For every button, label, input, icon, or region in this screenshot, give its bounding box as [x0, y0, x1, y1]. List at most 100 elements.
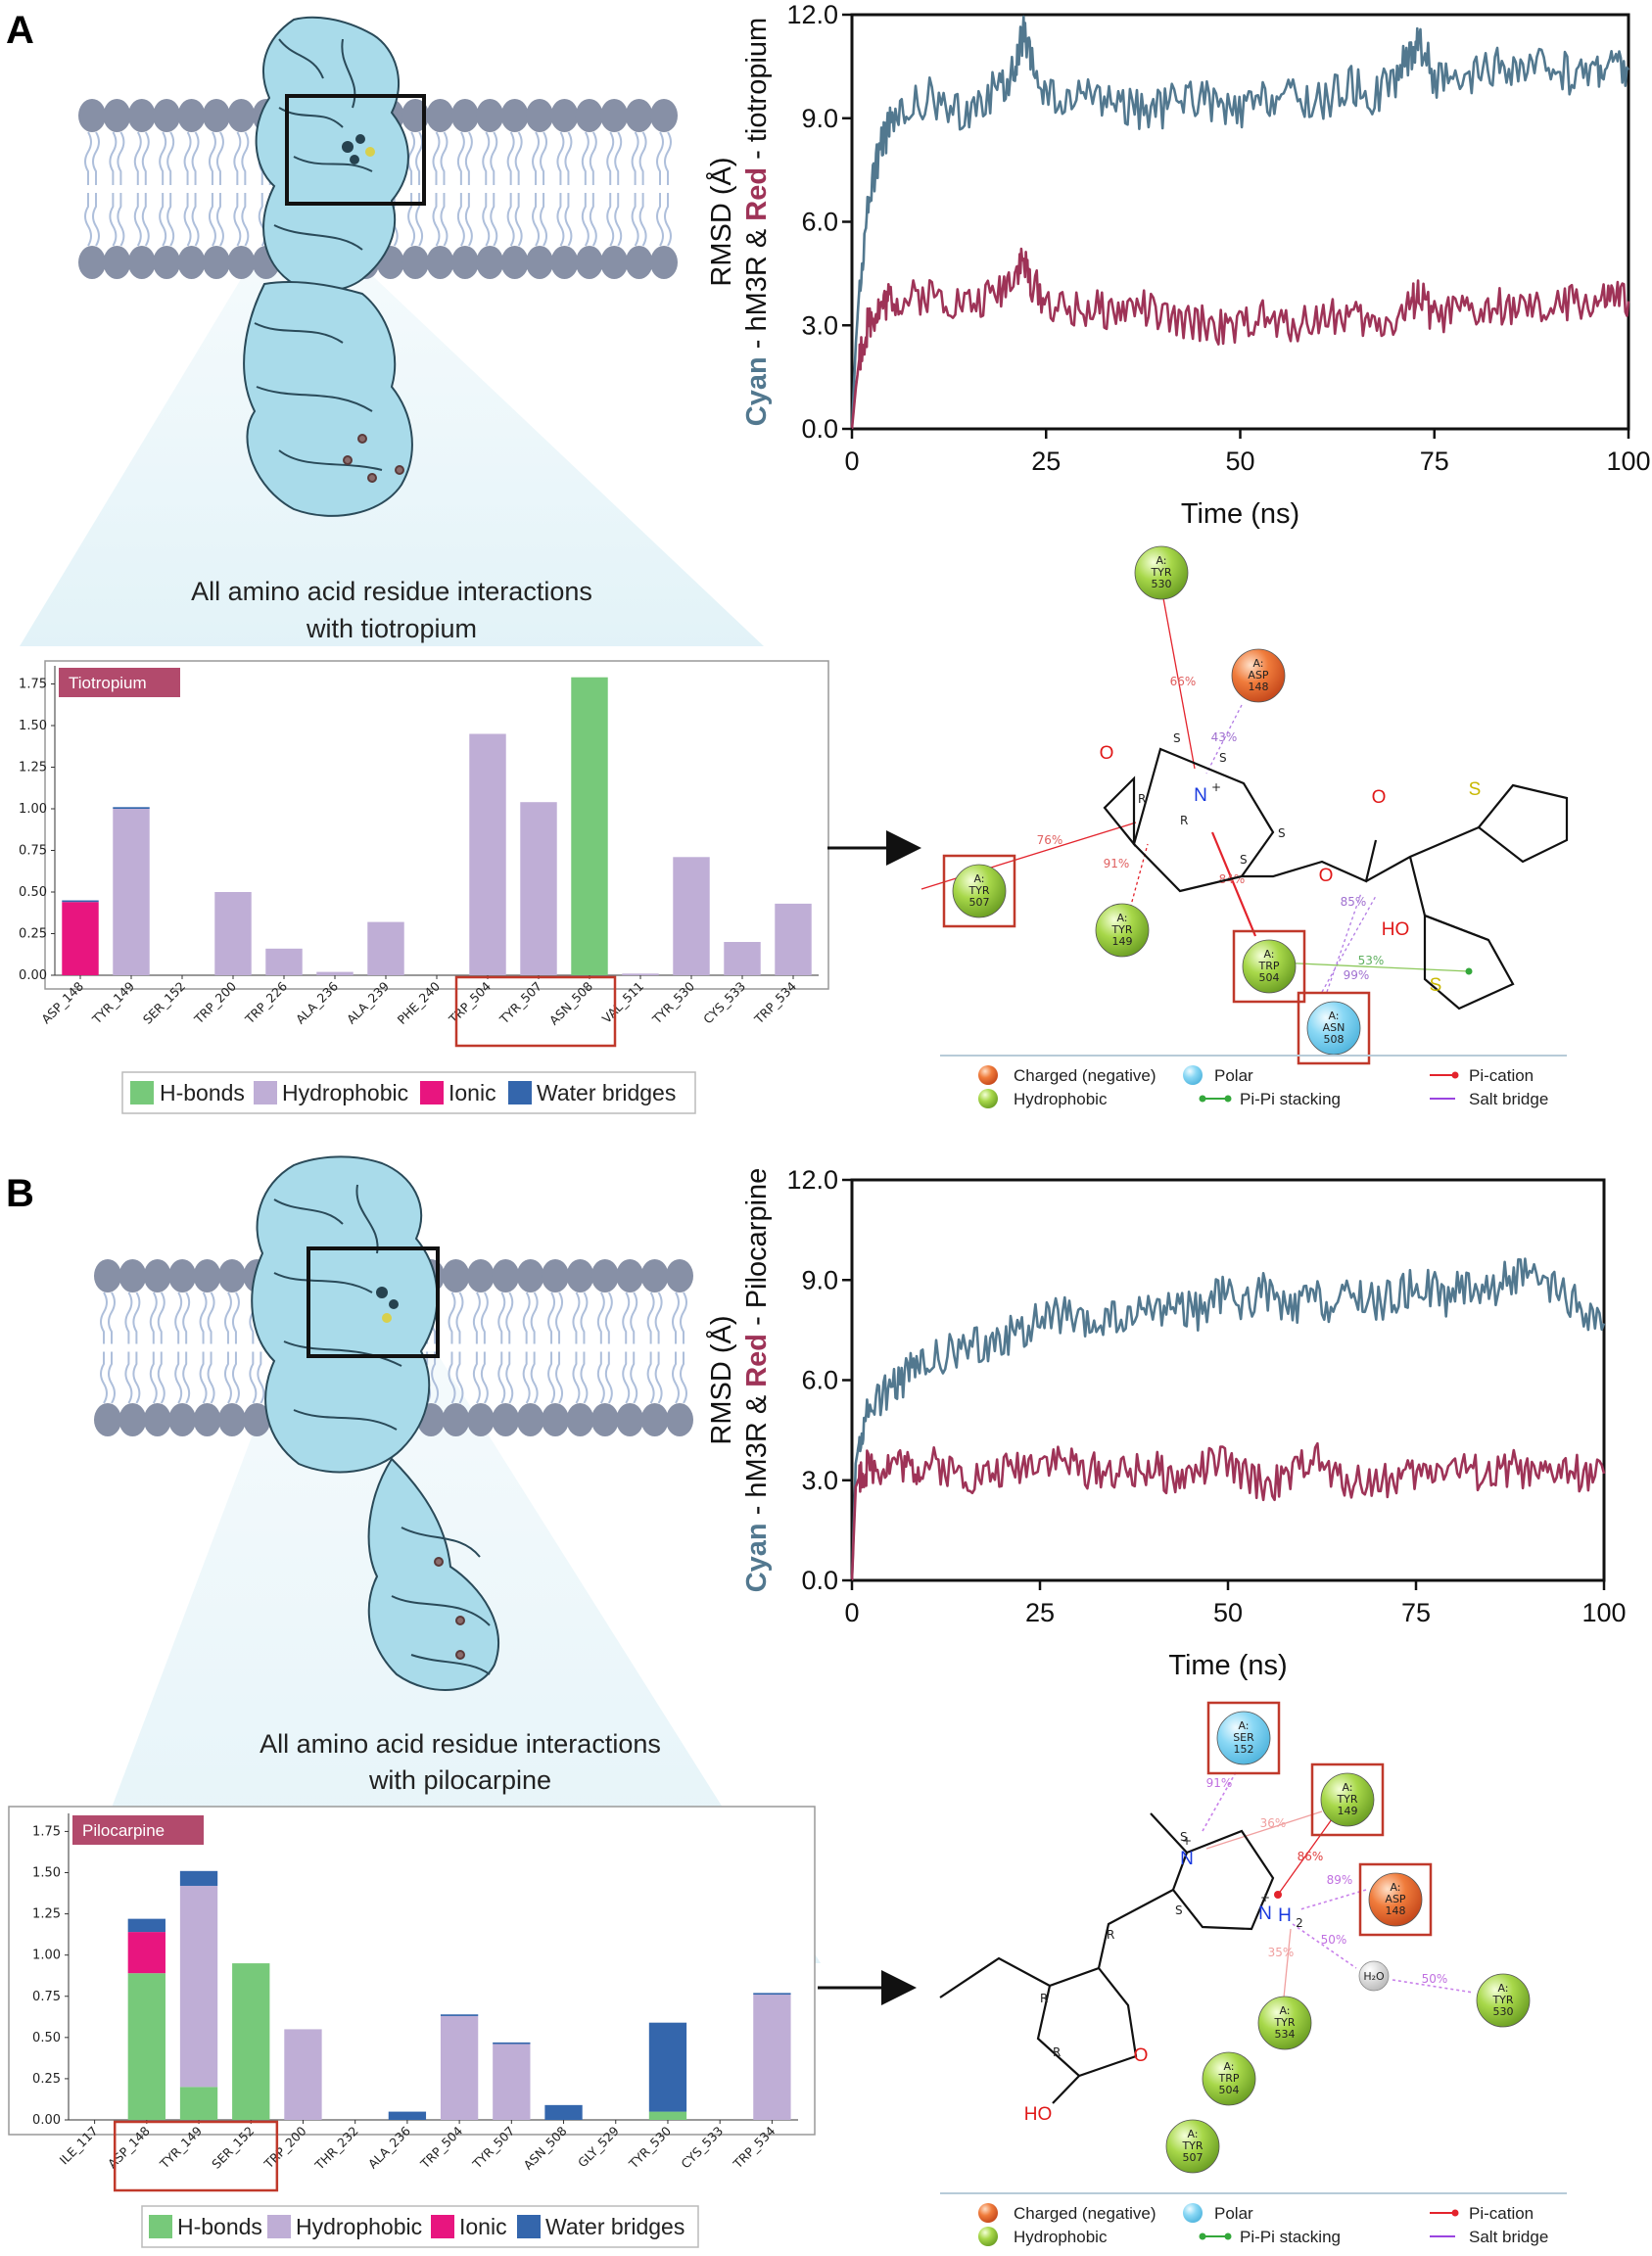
residue-name: TRP — [1258, 960, 1280, 972]
lipid-tail — [540, 131, 548, 185]
lipid-head — [143, 1259, 171, 1292]
bar-chart-title-tag — [72, 1815, 204, 1845]
lipid-head — [575, 99, 603, 132]
lipid-tail — [92, 131, 100, 185]
stereo-label: S — [1173, 731, 1181, 745]
lipid-head — [650, 246, 678, 279]
lipid-tail — [141, 193, 150, 247]
residue-chain: A: — [1223, 2060, 1234, 2073]
lipid-tail — [656, 131, 664, 185]
stereo-label: S — [1278, 826, 1286, 840]
bar-tyr_149-water-bridges — [113, 807, 150, 809]
residue-chain: A: — [1252, 657, 1263, 670]
interaction-percent: 35% — [1268, 1946, 1295, 1959]
interaction-percent: 53% — [1358, 954, 1385, 967]
lipid-tail — [480, 1351, 489, 1404]
lipid-tail — [596, 1292, 605, 1344]
lipid-tail — [572, 1351, 581, 1404]
residue-name: ASP — [1385, 1893, 1406, 1905]
lipid-tail — [191, 131, 200, 185]
legend-b-ionic: Ionic — [459, 2214, 507, 2239]
residue-number: 149 — [1112, 935, 1133, 948]
lipid-tail — [506, 131, 515, 185]
thiophene-ring-1 — [1477, 783, 1569, 864]
lipid-head — [143, 1403, 171, 1436]
lipid-tail — [215, 193, 224, 247]
residue-chain: A: — [1156, 554, 1166, 567]
y-tick-label: 1.75 — [19, 678, 47, 692]
lipid-tail — [589, 193, 597, 247]
x-tick-label: 50 — [1225, 446, 1254, 476]
legend-salt-bridge: Salt bridge — [1469, 1090, 1548, 1108]
x-tick-label: 25 — [1031, 446, 1061, 476]
red-word: Red — [741, 1334, 773, 1387]
residue-node-tyr-530 — [1476, 1973, 1531, 2028]
interaction-percent: 89% — [1327, 1873, 1353, 1887]
lipid-tail — [149, 1292, 158, 1344]
residue-number: 148 — [1386, 1904, 1406, 1917]
lipid-head — [78, 99, 106, 132]
lipid-head — [616, 1259, 644, 1292]
y-tick-label: 9.0 — [801, 104, 838, 133]
residue-name: TYR — [1181, 2139, 1203, 2152]
y-tick-label: 0.50 — [32, 2031, 61, 2045]
interaction-bar-chart-b: Pilocarpine 0.00 0.25 0.50 0.75 1.00 1.25 1.50 1… — [8, 1806, 816, 2192]
interaction-line — [1299, 1889, 1367, 1910]
rmsd-series-red — [850, 247, 1630, 430]
lipid-tail — [108, 1292, 116, 1344]
residue-name: ASP — [1248, 669, 1269, 682]
bar-tyr_149-h-bonds — [179, 2087, 218, 2120]
y-tick-label: 6.0 — [801, 208, 838, 237]
bar-trp_504-hydrophobic — [469, 733, 506, 975]
residue-name: SER — [1233, 1731, 1254, 1744]
water-node — [1358, 1960, 1390, 1992]
lipid-head — [575, 246, 603, 279]
cyan-word: Cyan — [741, 1523, 773, 1592]
panel-b: B 0.0 3.0 6.0 9.0 12.0 0 25 50 75 100 Time (ns) RMS… — [6, 1155, 1627, 2248]
legend-ionic: Ionic — [448, 1080, 496, 1105]
lipid-tail — [141, 131, 150, 185]
residue-node-tyr-530 — [1134, 545, 1189, 600]
lipid-tail — [448, 1292, 456, 1344]
lipid-tail — [680, 1292, 687, 1344]
legend-charged: Charged (negative) — [1014, 2204, 1156, 2223]
lipid-head — [243, 1403, 271, 1436]
bar-ser_152-h-bonds — [232, 1963, 270, 2120]
lipid-tail — [654, 1292, 663, 1344]
lipid-tail — [117, 131, 125, 185]
lipid-tail — [432, 131, 441, 185]
lipid-tail — [472, 1351, 481, 1404]
caption-b-line-2: with pilocarpine — [368, 1765, 551, 1795]
interaction-percent: 66% — [1170, 675, 1197, 688]
atom-label: O — [1319, 866, 1334, 886]
interaction-percent: 36% — [1260, 1816, 1287, 1830]
highlight-box — [942, 854, 1016, 928]
y-tick-label: 0.25 — [32, 2072, 61, 2087]
legend-swatch-hbonds — [130, 1081, 154, 1104]
legend-pi-pi: Pi-Pi stacking — [1240, 1090, 1341, 1108]
lipid-tail — [614, 131, 623, 185]
protein-structure — [243, 16, 413, 517]
lipid-head — [227, 99, 256, 132]
residue-node-ser-152 — [1216, 1711, 1271, 1765]
lipid-tail — [622, 1292, 631, 1344]
legend-swatch-hydrophobic — [254, 1081, 277, 1104]
lipid-tail — [456, 131, 465, 185]
residue-number: 152 — [1234, 1743, 1254, 1756]
stereo-label: S — [1219, 751, 1227, 765]
interaction-percent: 43% — [1211, 730, 1238, 744]
stereo-label: S — [1240, 853, 1248, 867]
legend-polar-icon — [1183, 2203, 1203, 2223]
lipid-tail — [241, 131, 250, 185]
lipid-head — [542, 1403, 570, 1436]
bar-legend-a: H-bonds Hydrophobic Ionic Water bridges — [121, 1071, 696, 1114]
atom-label: O — [1100, 743, 1114, 764]
lipid-head — [650, 99, 678, 132]
y-tick-label: 0.0 — [801, 1566, 838, 1595]
residue-number: 507 — [1183, 2151, 1204, 2164]
lipid-tail — [174, 1292, 183, 1344]
lipid-tail — [133, 131, 142, 185]
bar-tyr_149-hydrophobic — [113, 809, 150, 975]
interaction-line — [1277, 962, 1470, 972]
lipid-tail — [207, 1351, 215, 1404]
